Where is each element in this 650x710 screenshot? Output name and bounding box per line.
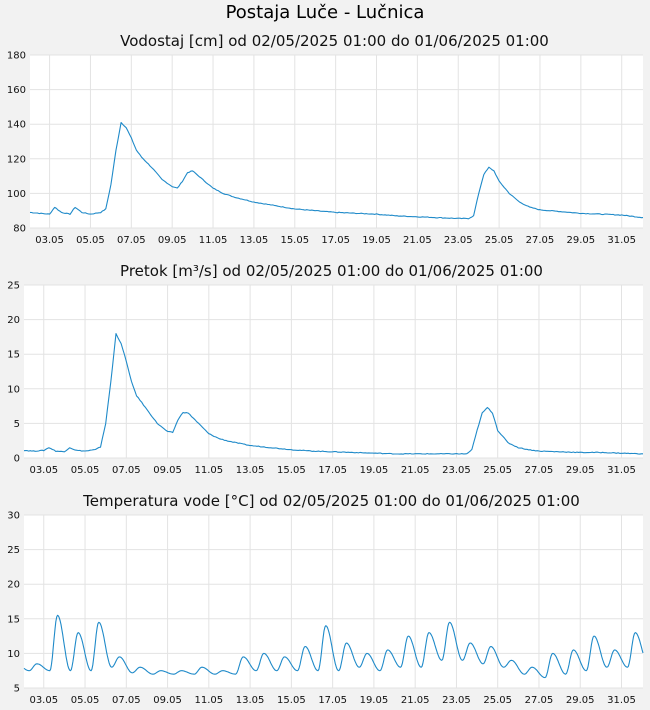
x-tick-label: 17.05 <box>318 695 347 706</box>
x-tick-label: 31.05 <box>607 235 636 246</box>
chart-title: Vodostaj [cm] od 02/05/2025 01:00 do 01/… <box>120 32 549 50</box>
y-tick-label: 100 <box>7 189 26 200</box>
x-tick-label: 09.05 <box>153 695 182 706</box>
x-tick-label: 27.05 <box>525 695 554 706</box>
y-tick-label: 20 <box>7 315 20 326</box>
x-tick-label: 03.05 <box>29 465 58 476</box>
y-tick-label: 25 <box>7 281 20 292</box>
y-tick-label: 30 <box>7 511 20 522</box>
x-tick-label: 19.05 <box>360 465 389 476</box>
x-tick-label: 11.05 <box>199 235 228 246</box>
y-tick-label: 5 <box>14 419 20 430</box>
x-tick-label: 15.05 <box>277 695 306 706</box>
plot-area <box>24 515 643 688</box>
x-tick-label: 05.05 <box>76 235 105 246</box>
x-tick-label: 23.05 <box>442 465 471 476</box>
x-tick-label: 19.05 <box>362 235 391 246</box>
x-tick-label: 21.05 <box>401 695 430 706</box>
chart-title: Pretok [m³/s] od 02/05/2025 01:00 do 01/… <box>120 262 543 280</box>
x-tick-label: 07.05 <box>112 695 141 706</box>
x-tick-label: 03.05 <box>29 695 58 706</box>
x-tick-label: 05.05 <box>71 695 100 706</box>
x-tick-label: 17.05 <box>321 235 350 246</box>
x-tick-label: 29.05 <box>566 695 595 706</box>
x-tick-label: 21.05 <box>403 235 432 246</box>
y-tick-label: 20 <box>7 580 20 591</box>
x-tick-label: 19.05 <box>360 695 389 706</box>
x-tick-label: 13.05 <box>236 465 265 476</box>
x-tick-label: 31.05 <box>607 465 636 476</box>
x-tick-label: 27.05 <box>525 465 554 476</box>
x-tick-label: 15.05 <box>277 465 306 476</box>
plot-area <box>24 285 643 458</box>
x-tick-label: 13.05 <box>236 695 265 706</box>
x-tick-label: 29.05 <box>566 465 595 476</box>
x-tick-label: 29.05 <box>567 235 596 246</box>
y-tick-label: 0 <box>14 454 20 465</box>
x-tick-label: 23.05 <box>442 695 471 706</box>
x-tick-label: 07.05 <box>112 465 141 476</box>
x-tick-label: 23.05 <box>444 235 473 246</box>
y-tick-label: 10 <box>7 649 20 660</box>
y-tick-label: 25 <box>7 545 20 556</box>
chart-title: Temperatura vode [°C] od 02/05/2025 01:0… <box>82 492 580 510</box>
plot-area <box>30 55 643 228</box>
y-tick-label: 180 <box>7 51 26 62</box>
x-tick-label: 21.05 <box>401 465 430 476</box>
y-tick-label: 10 <box>7 384 20 395</box>
y-tick-label: 15 <box>7 350 20 361</box>
x-tick-label: 05.05 <box>71 465 100 476</box>
page-title: Postaja Luče - Lučnica <box>225 2 425 23</box>
y-tick-label: 80 <box>13 224 26 235</box>
x-tick-label: 17.05 <box>318 465 347 476</box>
x-tick-label: 07.05 <box>117 235 146 246</box>
y-tick-label: 5 <box>14 684 20 695</box>
y-tick-label: 15 <box>7 614 20 625</box>
data-series-line <box>23 614 644 679</box>
x-tick-label: 27.05 <box>526 235 555 246</box>
x-tick-label: 09.05 <box>153 465 182 476</box>
chart-panel-2: Pretok [m³/s] od 02/05/2025 01:00 do 01/… <box>7 262 643 476</box>
y-tick-label: 140 <box>7 120 26 131</box>
x-tick-label: 03.05 <box>35 235 64 246</box>
x-tick-label: 25.05 <box>483 465 512 476</box>
x-tick-label: 09.05 <box>158 235 187 246</box>
chart-panel-1: Vodostaj [cm] od 02/05/2025 01:00 do 01/… <box>7 32 644 246</box>
x-tick-label: 11.05 <box>195 695 224 706</box>
x-tick-label: 25.05 <box>483 695 512 706</box>
data-series-line <box>23 333 643 455</box>
x-tick-label: 11.05 <box>195 465 224 476</box>
y-tick-label: 160 <box>7 85 26 96</box>
data-series-line <box>29 121 644 220</box>
x-tick-label: 13.05 <box>240 235 269 246</box>
y-tick-label: 120 <box>7 154 26 165</box>
x-tick-label: 15.05 <box>280 235 309 246</box>
chart-panel-3: Temperatura vode [°C] od 02/05/2025 01:0… <box>7 492 644 706</box>
x-tick-label: 25.05 <box>485 235 514 246</box>
x-tick-label: 31.05 <box>607 695 636 706</box>
